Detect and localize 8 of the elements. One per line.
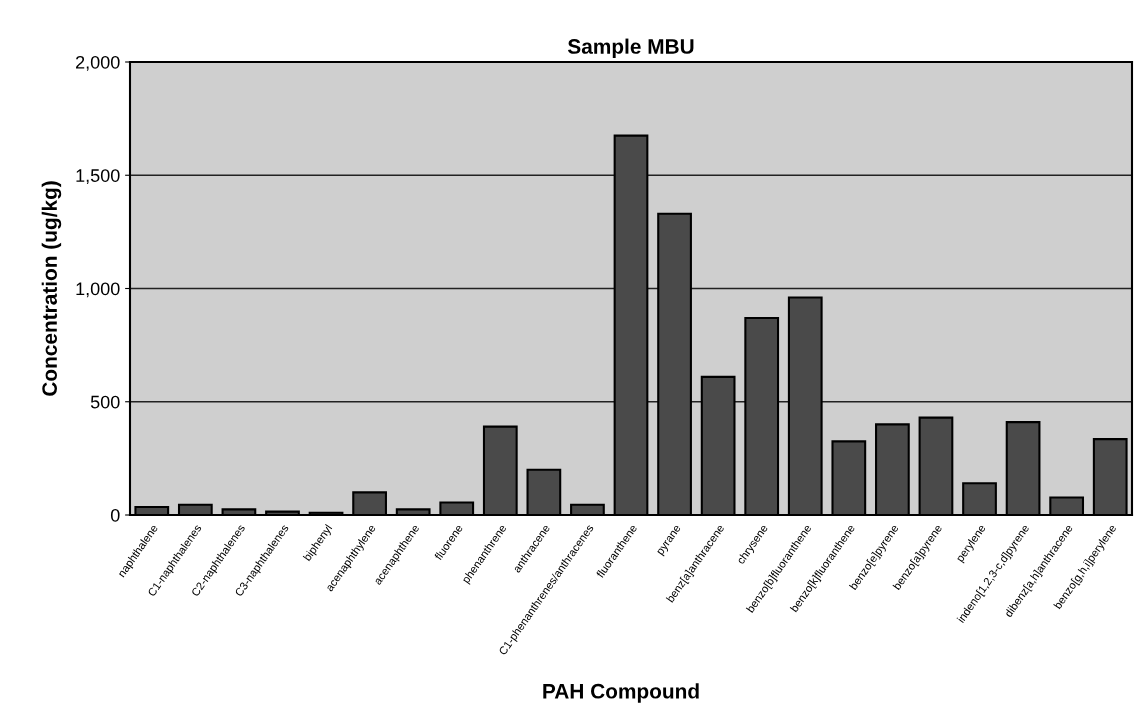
y-axis-title: Concentration (ug/kg) xyxy=(41,181,62,396)
y-tick-label: 500 xyxy=(90,395,120,409)
y-tick-label: 1,000 xyxy=(76,282,120,298)
y-tick-label: 1,500 xyxy=(76,169,120,185)
chart-title: Sample MBU xyxy=(567,38,694,58)
x-axis-title: PAH Compound xyxy=(543,683,699,703)
y-tick-label: 0 xyxy=(110,508,120,522)
y-tick-label: 2,000 xyxy=(76,55,120,71)
